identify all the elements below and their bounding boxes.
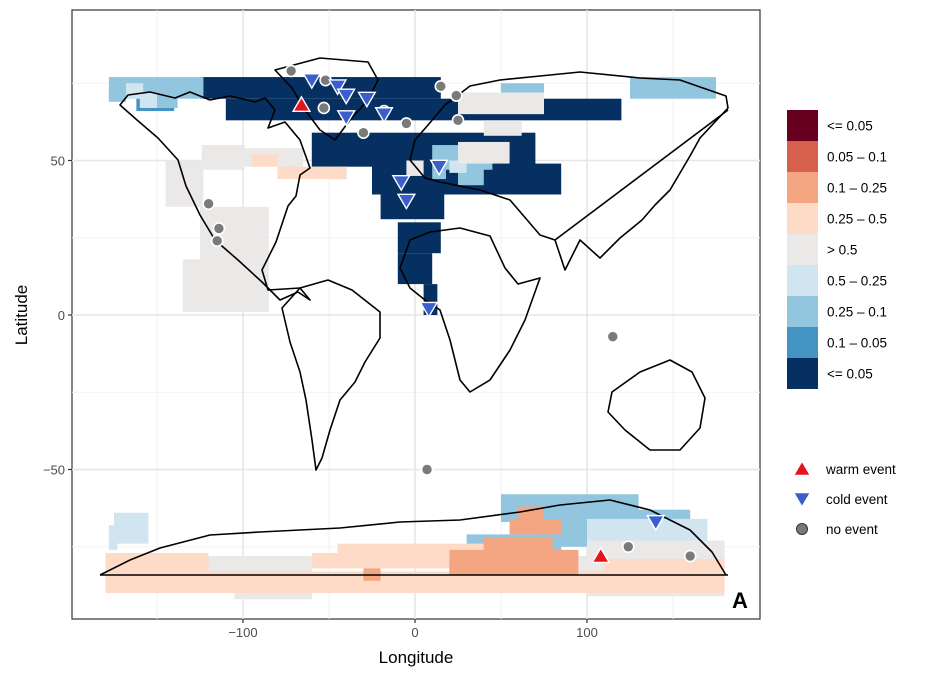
fill-legend-label: 0.1 – 0.05 (827, 336, 887, 351)
eurasia-outline (409, 71, 729, 271)
heatmap-cell (157, 92, 178, 108)
no-event-marker (317, 101, 331, 115)
fill-legend-label: 0.05 – 0.1 (827, 150, 887, 165)
no-event-marker (449, 89, 463, 102)
heatmap-cell (105, 571, 725, 594)
fill-legend-swatch (787, 141, 818, 172)
no-event-marker (202, 197, 215, 211)
heatmap-cell (604, 559, 725, 572)
no-event-marker (621, 540, 635, 554)
warm-event-marker (591, 546, 611, 564)
fill-legend-swatch (787, 234, 818, 265)
cold-event-marker (357, 91, 377, 109)
heatmap-cell (337, 543, 484, 557)
marker-legend: warm event cold event no event (792, 459, 896, 537)
no-event-marker (451, 114, 465, 127)
y-tick-label: 50 (51, 154, 65, 169)
cold-event-marker (374, 107, 394, 124)
x-tick-label: −100 (228, 625, 257, 640)
no-event-marker (400, 117, 413, 130)
heatmap-cell (483, 537, 553, 563)
heatmap-cell (105, 552, 209, 575)
event-markers (202, 64, 697, 564)
cold-event-marker (391, 175, 411, 192)
fill-legend-swatch (787, 172, 818, 203)
heatmap-cell (182, 259, 269, 312)
heatmap-cell (225, 98, 622, 121)
fill-legend-label: <= 0.05 (827, 367, 873, 382)
cold-event-marker (327, 79, 348, 96)
fill-legend-swatch (787, 110, 818, 141)
no-event-marker (212, 222, 226, 235)
x-axis-title: Longitude (379, 648, 454, 667)
no-event-marker (357, 126, 370, 139)
no-event-marker (420, 463, 434, 476)
y-axis-title: Latitude (12, 285, 31, 346)
heatmap-cell (139, 92, 157, 108)
south-america-outline (281, 279, 381, 471)
heatmap-cell (483, 120, 522, 136)
north-america-outline (119, 91, 311, 301)
heatmap-cell (201, 145, 245, 170)
siberia-border-line (554, 109, 729, 241)
fill-legend-label: 0.5 – 0.25 (827, 274, 887, 289)
fill-legend-swatch (787, 265, 818, 296)
cold-event-marker (336, 88, 356, 105)
cold-event-marker (396, 193, 417, 211)
x-tick-label: 0 (411, 625, 418, 640)
heatmap-cell (587, 518, 708, 544)
marker-legend-label: warm event (825, 462, 896, 477)
fill-legend: <= 0.05 0.05 – 0.1 0.1 – 0.25 0.25 – 0.5 > 0… (787, 110, 887, 389)
warm-event-marker (291, 95, 312, 112)
fill-legend-swatch (787, 203, 818, 234)
heatmap-cell (449, 562, 467, 575)
legend-no-event-symbol (796, 523, 808, 535)
fill-legend-swatch (787, 327, 818, 358)
heatmap-cell (200, 77, 441, 99)
heatmap-cell (397, 222, 441, 254)
africa-outline (399, 227, 541, 393)
cold-event-marker (429, 159, 449, 177)
fill-legend-label: 0.1 – 0.25 (827, 181, 887, 196)
no-event-marker (210, 234, 224, 248)
cold-event-marker (302, 73, 322, 90)
y-tick-label: −50 (43, 463, 65, 478)
australia-outline (607, 359, 706, 451)
heatmap-cell (251, 154, 278, 167)
fill-legend-label: <= 0.05 (827, 119, 873, 134)
heatmap-cell (509, 518, 562, 535)
no-event-marker (434, 80, 448, 93)
legend-cold-event-symbol (792, 491, 812, 509)
fill-legend-label: 0.25 – 0.1 (827, 305, 887, 320)
no-event-marker (606, 330, 620, 343)
heatmap-cells (105, 77, 725, 600)
heatmap-cell (200, 206, 269, 269)
cold-event-marker (419, 301, 439, 319)
no-event-marker (683, 549, 697, 563)
fill-legend-label: > 0.5 (827, 243, 857, 258)
heatmap-cell (277, 166, 347, 180)
fill-legend-swatch (787, 358, 818, 389)
heatmap-cell (630, 77, 716, 99)
antarctica-outline (99, 499, 727, 576)
heatmap-cell (458, 92, 544, 115)
axes: −100 0 100 −50 0 50 (43, 154, 598, 641)
marker-legend-label: cold event (826, 492, 888, 507)
heatmap-cell (501, 83, 544, 93)
cold-event-marker (646, 514, 666, 532)
heatmap-cell (458, 141, 510, 164)
cold-event-marker (336, 110, 356, 127)
heatmap-cell (108, 525, 118, 550)
panel-label: A (732, 588, 748, 613)
y-tick-label: 0 (58, 308, 65, 323)
fill-legend-label: 0.25 – 0.5 (827, 212, 887, 227)
x-tick-label: 100 (576, 625, 598, 640)
marker-legend-label: no event (826, 522, 878, 537)
legend-warm-event-symbol (792, 459, 812, 477)
fill-legend-swatch (787, 296, 818, 327)
heatmap-cell (108, 89, 127, 102)
heatmap-cell (114, 512, 149, 544)
no-event-marker (284, 64, 298, 78)
